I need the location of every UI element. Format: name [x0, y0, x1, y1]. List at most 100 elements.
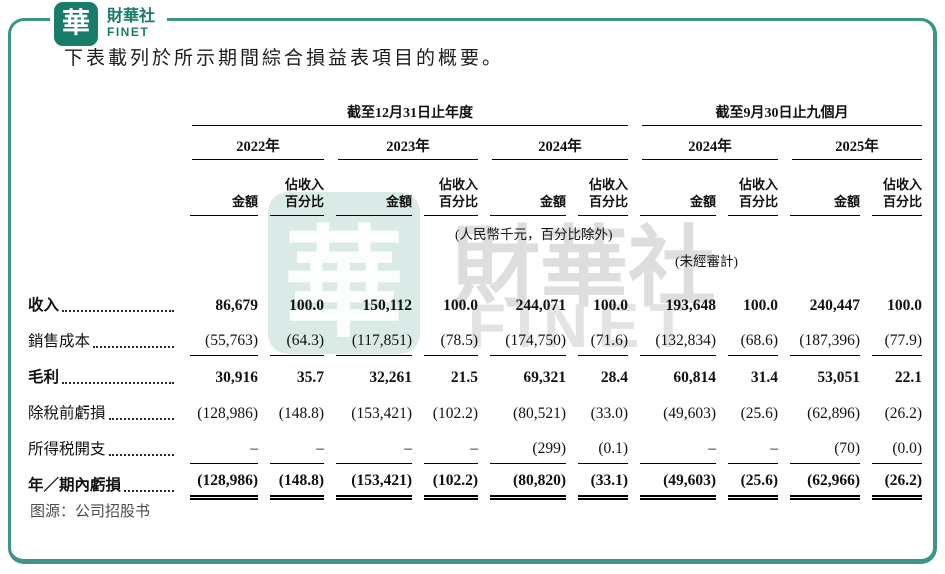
value-cell: (187,396): [778, 320, 861, 356]
subheader-row: 金額 佔收入 百分比 金額 佔收入 百分比 金額 佔收入 百分比 金額 佔收入 百分比 …: [28, 160, 923, 216]
page-title: 下表載列於所示期間綜合損益表項目的概要。: [64, 48, 505, 69]
group-header-annual-label: 截至12月31日止年度: [347, 106, 474, 121]
row-label: 銷售成本: [28, 329, 178, 356]
value-cell: –: [324, 428, 412, 464]
dot-leader: [62, 382, 174, 384]
subheader-pct: 佔收入 百分比: [860, 160, 923, 216]
watermark-seal-icon: 華: [268, 192, 420, 354]
value-cell: (299): [478, 428, 566, 464]
value-cell: (128,986): [197, 405, 258, 422]
value-cell: –: [412, 428, 478, 464]
value-cell: (62,966): [778, 464, 861, 500]
value-cell: (33.1): [566, 464, 629, 500]
value-cell: (80,521): [513, 405, 566, 422]
source-caption: 图源：公司招股书: [30, 503, 151, 520]
value-cell: 32,261: [369, 369, 412, 386]
value-cell: (102.2): [412, 464, 478, 500]
finet-logo: 華 財華社 FINET: [50, 2, 168, 46]
value-cell: 53,051: [817, 369, 861, 386]
value-cell: (132,834): [628, 320, 717, 356]
value-cell: (68.6): [716, 320, 779, 356]
table-row: 所得税開支 – – – – (299) (0.1) – – (70) (0.0): [28, 428, 923, 464]
note-unaudited: (未經審計): [675, 254, 738, 269]
finet-logo-subname: FINET: [107, 25, 150, 40]
finet-logo-text: 財華社 FINET: [107, 8, 155, 40]
row-label: 除稅前虧損: [28, 401, 178, 428]
year-header-2024: 2024年: [478, 126, 629, 160]
note-unaudited-row: (未經審計): [28, 243, 922, 270]
year-header-row: 2022年 2023年 2024年 2024年 2025年: [28, 126, 923, 160]
subheader-amount: 金額: [778, 160, 861, 216]
note-currency-row: (人民幣千元，百分比除外): [28, 216, 922, 243]
finet-seal-icon: 華: [54, 2, 98, 46]
year-header-2025-9m: 2025年: [778, 126, 923, 160]
watermark-text: 財華社: [452, 218, 717, 317]
table-frame: [8, 18, 937, 564]
year-header-2024-9m: 2024年: [628, 126, 779, 160]
value-cell: (78.5): [412, 320, 478, 356]
value-cell: 22.1: [894, 369, 923, 386]
year-header-2023: 2023年: [324, 126, 478, 160]
value-cell: (148.8): [278, 405, 324, 422]
value-cell: (174,750): [478, 320, 566, 356]
value-cell: 150,112: [362, 297, 412, 314]
row-label: 年／期內虧損: [28, 473, 178, 500]
value-cell: 21.5: [450, 369, 478, 386]
value-cell: 193,648: [665, 297, 717, 314]
dot-leader: [93, 346, 174, 348]
value-cell: 100.0: [593, 297, 629, 314]
value-cell: –: [258, 428, 324, 464]
value-cell: –: [716, 428, 779, 464]
value-cell: (128,986): [178, 464, 258, 500]
value-cell: 100.0: [289, 297, 324, 314]
subheader-pct: 佔收入 百分比: [566, 160, 629, 216]
value-cell: 30,916: [215, 369, 258, 386]
table-row: 收入 86,679 100.0 150,112 100.0 244,071 100.0 193…: [28, 284, 922, 320]
value-cell: (49,603): [663, 405, 717, 422]
value-cell: 35.7: [296, 369, 324, 386]
value-cell: (25.6): [740, 405, 779, 422]
finet-seal-char: 華: [61, 8, 90, 39]
value-cell: (64.3): [258, 320, 324, 356]
value-cell: (0.1): [566, 428, 629, 464]
value-cell: 86,679: [215, 297, 258, 314]
value-cell: –: [178, 428, 258, 464]
value-cell: (26.2): [884, 405, 923, 422]
year-header-2022: 2022年: [178, 126, 324, 160]
row-label: 所得税開支: [28, 437, 178, 464]
subheader-amount: 金額: [478, 160, 566, 216]
subheader-amount: 金額: [628, 160, 717, 216]
group-header-row: 截至12月31日止年度 截至9月30日止九個月: [28, 96, 923, 126]
value-cell: (26.2): [860, 464, 923, 500]
value-cell: 28.4: [600, 369, 629, 386]
value-cell: 100.0: [887, 297, 923, 314]
value-cell: (153,421): [351, 405, 412, 422]
value-cell: 60,814: [673, 369, 717, 386]
value-cell: (117,851): [324, 320, 412, 356]
value-cell: –: [628, 428, 717, 464]
dot-leader: [108, 454, 174, 456]
value-cell: (62,896): [807, 405, 861, 422]
value-cell: (33.0): [590, 405, 629, 422]
table-row: 年／期內虧損 (128,986) (148.8) (153,421) (102.2) (8…: [28, 464, 923, 500]
income-statement-table: 截至12月31日止年度 截至9月30日止九個月 2022年 2023年 2024…: [28, 96, 923, 500]
value-cell: (80,820): [478, 464, 566, 500]
subheader-amount: 金額: [324, 160, 412, 216]
dot-leader: [62, 310, 174, 312]
value-cell: (70): [778, 428, 861, 464]
group-header-annual: 截至12月31日止年度: [178, 96, 629, 126]
watermark-subtext: FINET: [468, 292, 698, 361]
table-row: 除稅前虧損 (128,986) (148.8) (153,421) (102.2) (80…: [28, 392, 922, 428]
watermark-seal-char: 華: [284, 218, 404, 351]
subheader-pct: 佔收入 百分比: [716, 160, 779, 216]
value-cell: (153,421): [324, 464, 412, 500]
group-header-interim: 截至9月30日止九個月: [628, 96, 923, 126]
subheader-pct: 佔收入 百分比: [412, 160, 478, 216]
dot-leader: [124, 490, 174, 492]
value-cell: 100.0: [443, 297, 478, 314]
value-cell: 240,447: [809, 297, 861, 314]
value-cell: (102.2): [432, 405, 478, 422]
value-cell: 244,071: [515, 297, 566, 314]
row-label: 毛利: [28, 365, 178, 392]
